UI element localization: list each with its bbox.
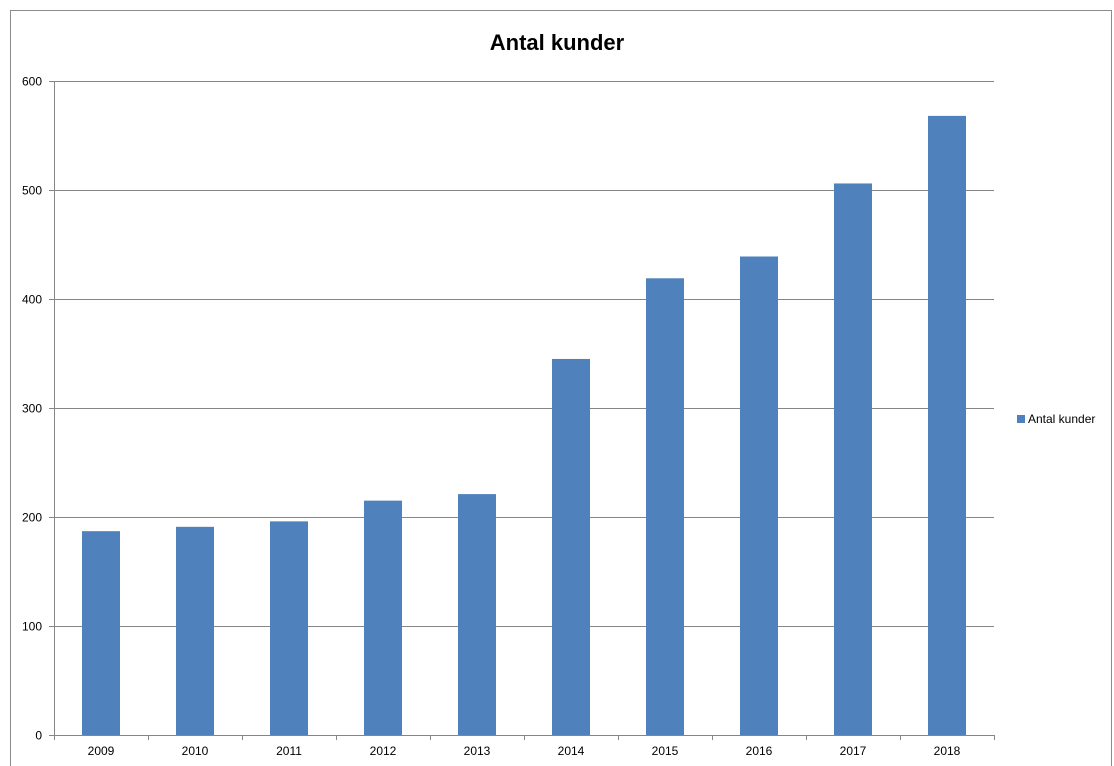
y-tick-label: 500 (22, 184, 42, 198)
bar (646, 278, 684, 735)
x-tick-label: 2017 (840, 744, 867, 758)
x-tick-label: 2013 (464, 744, 491, 758)
legend-label: Antal kunder (1028, 412, 1096, 426)
x-tick-label: 2009 (88, 744, 115, 758)
x-tick-label: 2015 (652, 744, 679, 758)
bar (270, 521, 308, 735)
y-tick-label: 600 (22, 75, 42, 89)
y-tick-label: 400 (22, 293, 42, 307)
bar (364, 500, 402, 735)
y-tick-label: 200 (22, 511, 42, 525)
x-tick-label: 2018 (934, 744, 961, 758)
y-tick-label: 100 (22, 620, 42, 634)
bar (82, 531, 120, 735)
x-tick-label: 2016 (746, 744, 773, 758)
y-tick-label: 0 (35, 729, 42, 743)
bar (740, 256, 778, 735)
axes (49, 81, 995, 740)
x-tick-label: 2012 (370, 744, 397, 758)
chart-title: Antal kunder (489, 30, 625, 55)
x-tick-label: 2014 (558, 744, 585, 758)
x-tick-label: 2010 (182, 744, 209, 758)
tick-labels: 0 100 200 300 400 500 600 2009 2010 2011 2012 2013 2… (22, 75, 961, 759)
bar (458, 494, 496, 735)
bar (552, 358, 590, 735)
bar (834, 183, 872, 735)
bar (928, 115, 966, 735)
bars (82, 115, 966, 735)
y-tick-label: 300 (22, 402, 42, 416)
legend: Antal kunder (1017, 412, 1095, 426)
bar (176, 526, 214, 735)
legend-swatch (1017, 415, 1025, 423)
x-tick-label: 2011 (276, 744, 302, 758)
